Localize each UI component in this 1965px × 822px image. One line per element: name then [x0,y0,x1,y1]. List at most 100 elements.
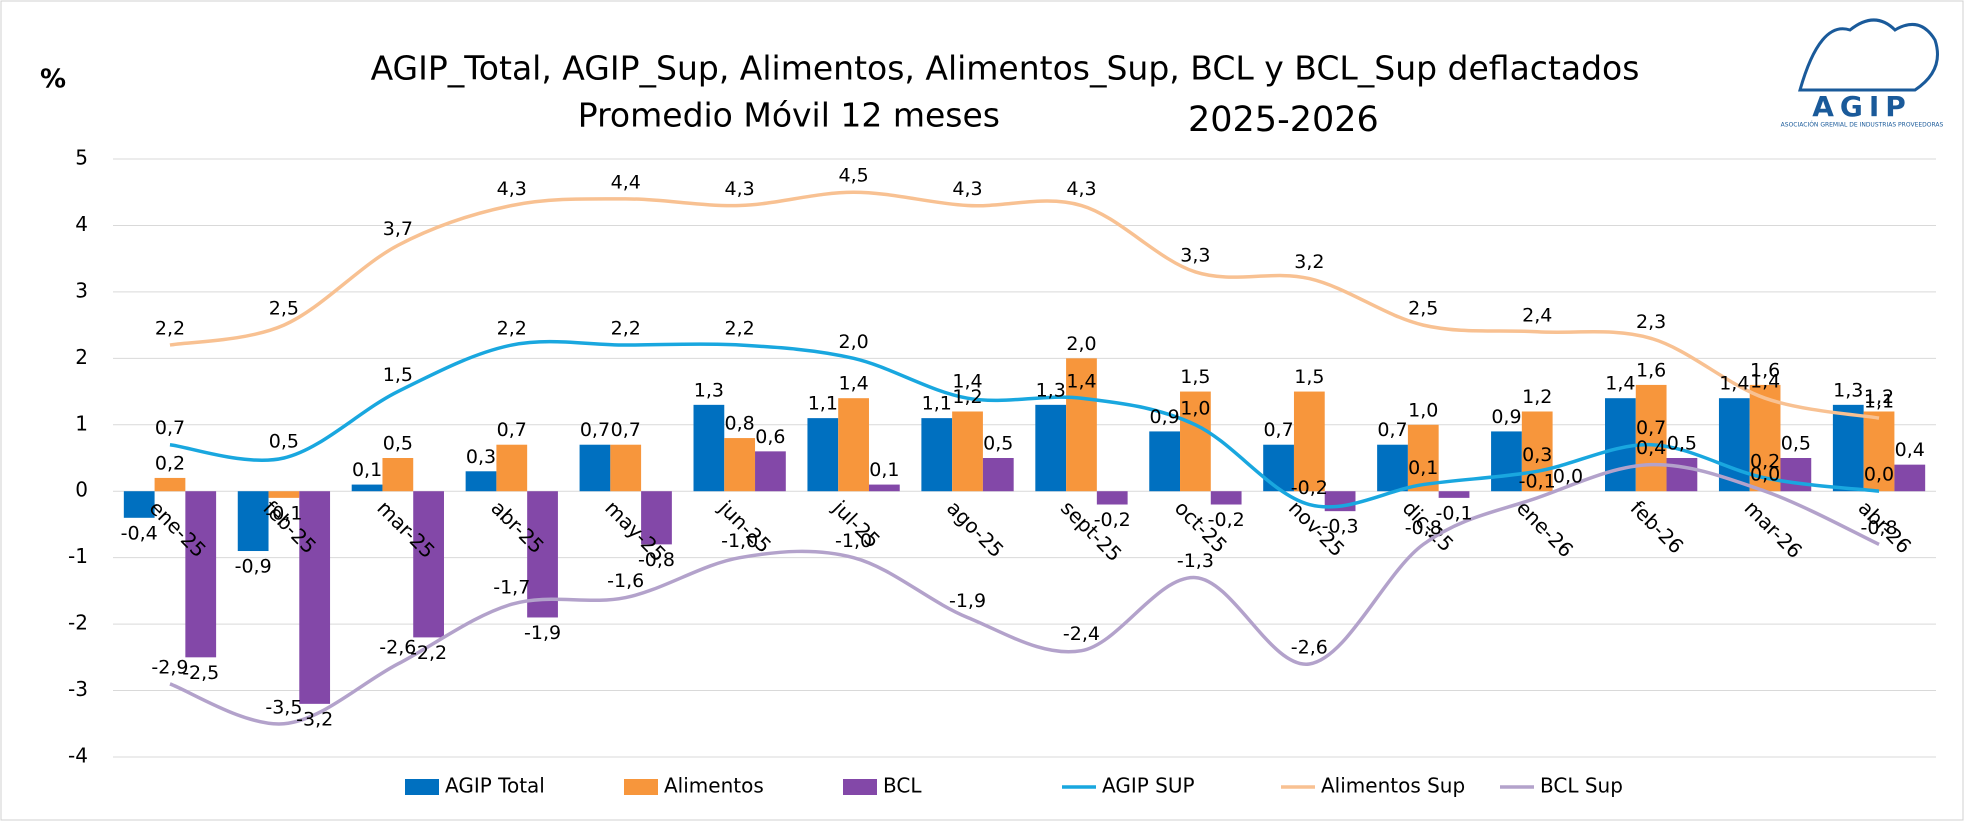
bar [1438,491,1470,498]
data-label: -0,1 [1436,502,1473,524]
bar [755,451,786,492]
data-label: 0,1 [869,459,899,481]
bar [1180,391,1211,492]
bar [299,491,331,704]
bar [1293,391,1325,492]
data-label: 0,5 [1781,433,1811,455]
data-label: 2,5 [269,298,299,320]
data-label: 1,1 [922,393,952,415]
data-label: 2,4 [1522,304,1552,326]
data-label: 2,0 [838,331,868,353]
legend-label: Alimentos [664,774,764,798]
data-label: 1,4 [1719,373,1749,395]
legend-label: AGIP SUP [1102,774,1195,798]
bar [1377,444,1408,492]
bar [1863,411,1895,492]
data-label: 1,3 [1833,379,1863,401]
data-label: 0,0 [1553,466,1583,488]
legend-label: BCL Sup [1540,774,1623,798]
data-label: -2,9 [151,656,188,678]
bar [1096,491,1128,505]
data-label: -0,8 [1860,517,1897,539]
chart-period: 2025-2026 [1188,100,1379,140]
data-label: 2,2 [611,318,641,340]
data-label: -2,4 [1063,623,1100,645]
bar [1263,444,1294,492]
data-label: 0,7 [1377,419,1407,441]
bar [185,491,217,658]
data-label: 0,1 [352,459,382,481]
data-label: 0,5 [383,433,413,455]
legend-label: Alimentos Sup [1321,774,1465,798]
data-label: -1,3 [1177,550,1214,572]
bar [921,418,953,492]
y-tick-label: -3 [68,677,88,701]
data-label: 0,3 [466,446,496,468]
data-label: 1,2 [952,386,982,408]
data-label: 2,2 [497,318,527,340]
data-label: -2,6 [1291,636,1328,658]
logo: AGIP ASOCIACIÓN GREMIAL DE INDUSTRIAS PR… [1781,18,1944,129]
chart-title: AGIP_Total, AGIP_Sup, Alimentos, Aliment… [371,49,1640,88]
data-label: -0,2 [1208,509,1245,531]
data-label: -1,9 [949,590,986,612]
data-label: 0,9 [1150,406,1180,428]
data-label: -1,0 [835,530,872,552]
chart-subtitle: Promedio Móvil 12 meses [578,96,1000,135]
data-label: 0,5 [269,431,299,453]
line-series [169,462,1880,726]
data-label: -0,1 [265,502,302,524]
bar [268,491,300,498]
bar [579,444,611,492]
data-label: -1,0 [721,530,758,552]
data-label: 1,4 [1066,371,1096,393]
legend-label: BCL [883,774,922,798]
data-label: 1,5 [383,364,413,386]
bar [1210,491,1242,505]
y-tick-label: 0 [75,478,88,502]
line-series [169,339,1880,509]
y-axis-label: % [40,65,66,95]
bar [1832,404,1864,492]
data-label: 0,7 [1636,417,1666,439]
data-label: -2,2 [410,642,447,664]
data-label: 1,4 [1605,373,1635,395]
data-label: -0,8 [638,549,675,571]
data-label: 0,0 [1864,464,1894,486]
data-label: 1,0 [1408,399,1438,421]
line-series [169,190,1880,420]
bar [641,491,672,545]
bar [807,418,839,492]
data-label: 0,7 [497,419,527,441]
data-label: 3,3 [1180,244,1210,266]
data-label: -1,7 [493,577,530,599]
bar [1635,384,1667,492]
y-tick-label: 2 [75,345,88,369]
y-tick-label: 3 [75,278,88,302]
logo-shape [1798,18,1939,92]
data-label: 0,6 [755,426,785,448]
data-label: -0,2 [1291,477,1328,499]
data-label: 1,0 [1180,397,1210,419]
bar [527,491,558,618]
bar [413,491,444,638]
data-label: 0,0 [1750,464,1780,486]
bar [382,458,414,492]
legend-swatch [843,779,877,795]
bar [1491,431,1522,492]
data-label: -1,6 [607,570,644,592]
bar [838,398,869,492]
bar [1149,431,1181,492]
data-label: -0,4 [121,522,158,544]
bar [237,491,269,552]
legend-swatch [405,779,439,795]
data-label: 0,7 [611,419,641,441]
logo-name: AGIP [1812,90,1912,123]
data-label: -0,3 [1322,516,1359,538]
bar [610,444,642,492]
y-tick-label: 5 [75,146,88,170]
bar [868,484,900,492]
bar [1407,424,1439,492]
y-tick-label: 4 [75,212,88,236]
data-label: 1,4 [952,371,982,393]
